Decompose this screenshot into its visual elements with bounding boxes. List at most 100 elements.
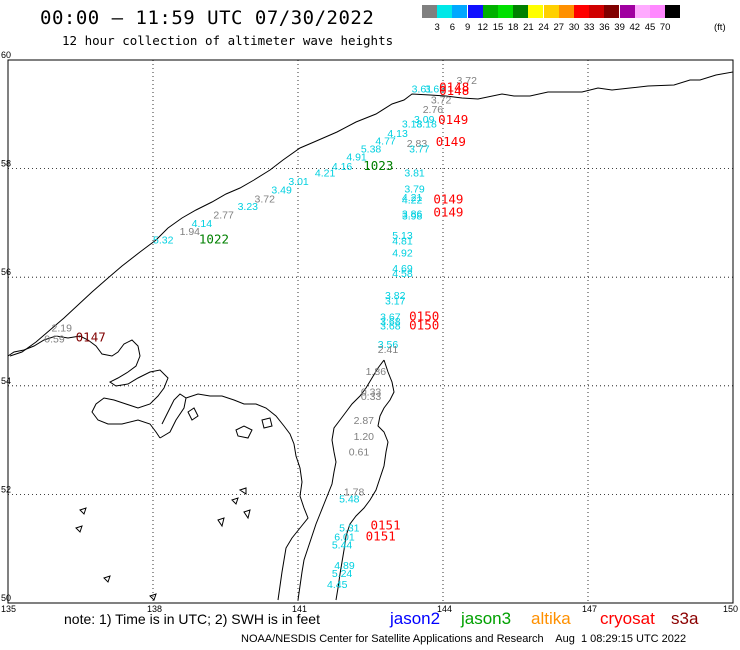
legend-swatch	[482, 5, 498, 18]
wave-height-value: 4.89	[334, 560, 355, 572]
legend-tick-label: 42	[629, 22, 641, 33]
legend-tick-label: 36	[599, 22, 610, 33]
wave-height-value: 3.23	[238, 201, 259, 213]
coastline	[7, 60, 734, 601]
wave-height-value: 2.76	[423, 104, 444, 116]
legend-tick-label: 33	[583, 22, 595, 33]
longitude-label: 135	[1, 604, 16, 614]
longitude-label: 141	[292, 604, 307, 614]
latitude-label: 58	[1, 159, 11, 169]
observation-labels: 3.723.613.69014801483.722.763.093.183.18…	[44, 75, 477, 591]
wave-height-value: 3.68	[380, 320, 401, 332]
credit-line: NOAA/NESDIS Center for Satellite Applica…	[241, 633, 687, 645]
satellite-jason3-label: jason3	[461, 609, 512, 628]
legend-swatch	[543, 5, 559, 18]
satellite-cryosat-label: cryosat	[600, 609, 655, 628]
wave-height-value: 2.19	[52, 323, 73, 335]
wave-height-value: 0.33	[361, 391, 382, 403]
wave-height-value: 3.49	[271, 185, 292, 197]
wave-height-value: 4.69	[392, 263, 413, 275]
wave-height-value: 3.68	[380, 316, 401, 328]
wave-height-value: 4.13	[387, 128, 408, 140]
legend-swatch	[452, 5, 468, 18]
wave-height-value: 5.13	[392, 230, 413, 242]
wave-height-value: 0.33	[361, 387, 382, 399]
wave-height-value: 3.98	[402, 211, 423, 223]
legend-swatch	[650, 5, 665, 18]
wave-height-value: 6.01	[334, 532, 355, 544]
legend-swatch	[558, 5, 574, 18]
wave-height-value: 5.32	[153, 235, 174, 247]
wave-height-value: 4.22	[402, 194, 423, 206]
wave-height-value: 3.77	[409, 143, 430, 155]
observation-time-label: 1022	[199, 232, 229, 247]
wave-height-value: 3.72	[431, 94, 452, 106]
wave-height-value: 3.82	[385, 290, 406, 302]
legend-tick-label: 70	[659, 22, 671, 33]
legend-tick-label: 15	[492, 22, 504, 33]
wave-height-value: 3.81	[404, 168, 425, 180]
observation-time-label: 0150	[409, 317, 439, 332]
page-subtitle: 12 hour collection of altimeter wave hei…	[62, 33, 394, 48]
wave-height-value: 0.59	[44, 333, 65, 345]
wave-height-value: 3.17	[385, 295, 406, 307]
okhotsk-west-coast	[7, 335, 169, 439]
wave-height-value: 4.21	[402, 192, 423, 204]
legend-swatch	[422, 5, 437, 18]
longitude-label: 147	[582, 604, 597, 614]
footer-note: note: 1) Time is in UTC; 2) SWH is in fe…	[64, 611, 320, 627]
observation-time-label: 1023	[363, 158, 393, 173]
legend-tick-label: 21	[523, 22, 534, 33]
observation-time-label: 0148	[439, 83, 469, 98]
wave-height-value: 3.69	[425, 84, 446, 96]
legend-swatch	[498, 5, 513, 18]
shantar-islands	[187, 407, 273, 439]
observation-time-label: 0151	[371, 518, 401, 533]
observation-time-label: 0149	[438, 112, 468, 127]
wave-height-value: 4.21	[315, 168, 336, 180]
wave-height-value: 2.77	[213, 210, 234, 222]
wave-height-value: 3.72	[457, 75, 478, 87]
wave-height-value: 5.44	[332, 540, 353, 552]
wave-height-value: 3.18	[402, 118, 423, 130]
wave-height-value: 5.31	[339, 522, 360, 534]
wave-height-value: 5.48	[339, 494, 360, 506]
legend-tick-label: 30	[568, 22, 580, 33]
wave-height-value: 0.61	[349, 446, 370, 458]
wave-height-value: 3.79	[404, 183, 425, 195]
latitude-label: 52	[1, 484, 11, 494]
page-title: 00:00 – 11:59 UTC 07/30/2022	[40, 7, 375, 29]
wave-height-value: 5.24	[332, 568, 353, 580]
observation-time-label: 0148	[439, 79, 469, 94]
legend-swatch	[528, 5, 544, 18]
latitude-label: 56	[1, 267, 11, 277]
lat-lon-grid	[8, 60, 733, 603]
wave-height-value: 3.18	[416, 118, 437, 130]
satellite-altika-label: altika	[531, 609, 571, 628]
legend-tick-label: 3	[434, 22, 440, 33]
latitude-label: 54	[1, 376, 11, 386]
map-frame	[7, 59, 734, 604]
tugur-bay-coast	[159, 393, 187, 439]
legend-tick-label: 6	[449, 22, 456, 33]
longitude-label: 144	[437, 604, 452, 614]
wave-height-value: 1.20	[354, 431, 375, 443]
wave-height-value: 1.94	[180, 226, 201, 238]
legend-tick-label: 39	[614, 22, 625, 33]
observation-time-label: 0149	[433, 204, 463, 219]
wave-height-value: 3.67	[380, 312, 401, 324]
wave-height-value: 4.91	[346, 151, 367, 163]
wave-height-value: 5.38	[361, 143, 382, 155]
wave-height-value: 3.56	[378, 339, 399, 351]
observation-time-label: 0150	[409, 309, 439, 324]
wave-height-value: 4.16	[332, 161, 353, 173]
wave-height-value: 1.78	[344, 486, 365, 498]
legend-swatch	[513, 5, 529, 18]
legend-unit-label: (ft)	[714, 22, 726, 33]
wave-height-value: 4.92	[392, 248, 413, 260]
wave-height-value: 2.41	[378, 344, 399, 356]
legend-swatch	[604, 5, 620, 18]
wave-height-value: 4.14	[192, 218, 213, 230]
longitude-label: 138	[147, 604, 162, 614]
